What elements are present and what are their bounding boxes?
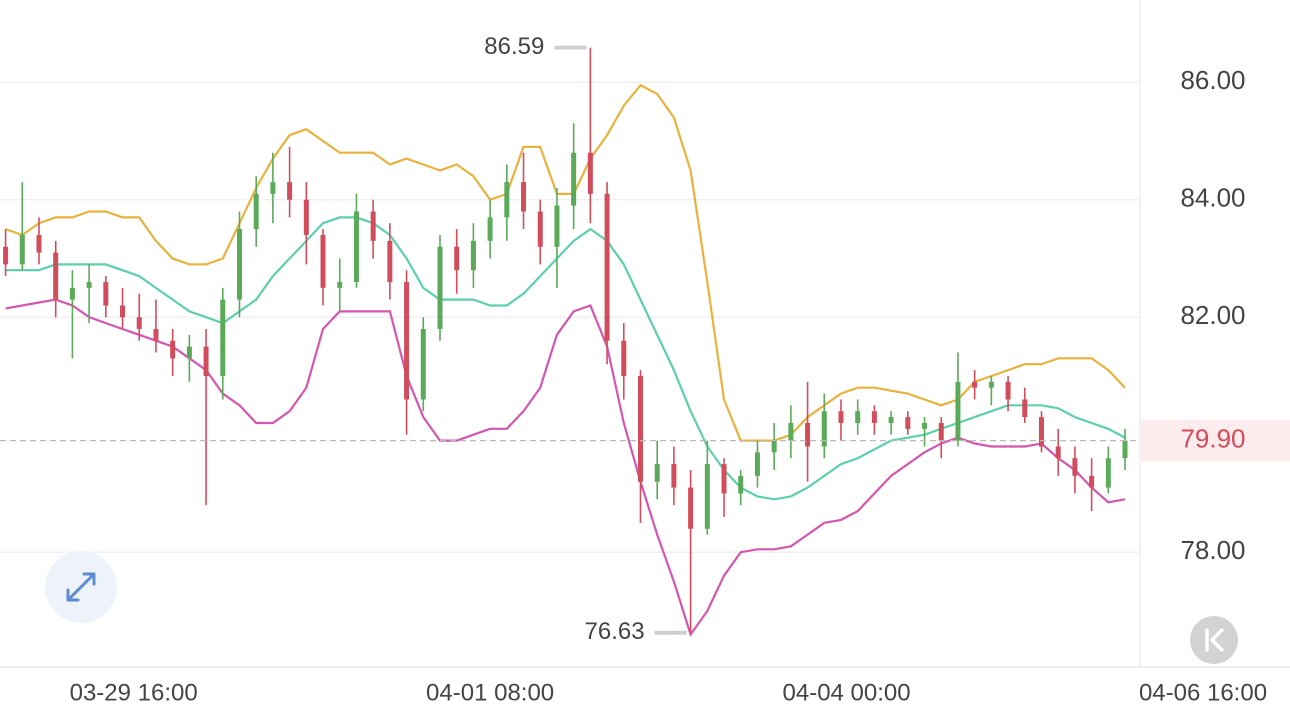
candle-body [404,281,410,400]
x-tick-label: 04-04 00:00 [783,679,911,706]
candle-body [922,422,928,429]
candle-body [86,281,92,288]
candle-body [1055,446,1061,459]
band-line [5,298,1126,637]
candle-body [303,199,309,235]
candle-body [1072,458,1078,476]
candle-body [320,234,326,288]
max-label: 86.59 [484,33,544,60]
last-price-label: 79.90 [1180,423,1245,453]
candle-body [370,211,376,241]
candle-body [470,240,476,271]
x-tick-label: 03-29 16:00 [70,679,198,706]
scroll-to-latest-button[interactable] [1190,616,1238,664]
candle-body [287,182,293,200]
candle-body [855,411,861,423]
y-tick-label: 86.00 [1180,65,1245,95]
candle-body [938,422,944,441]
min-label: 76.63 [585,618,645,645]
candle-body [537,211,543,247]
band-line [5,216,1126,501]
candle-body [838,411,844,423]
candle-body [1122,440,1128,459]
candle-body [805,422,811,447]
candle-body [754,452,760,476]
candle-body [454,246,460,271]
grid [0,81,1140,553]
candle-body [236,229,242,300]
candle-body [19,234,25,265]
scroll-icon[interactable] [1205,628,1224,652]
candle-body [1005,381,1011,400]
candle-body [437,246,443,329]
y-tick-label: 84.00 [1180,183,1245,213]
candle-body [53,252,59,300]
candle-body [103,281,109,306]
candle-body [972,381,978,388]
candle-body [955,381,961,441]
candle-body [721,464,727,494]
candle-body [671,464,677,488]
candle-body [136,317,142,329]
candle-body [1038,417,1044,447]
candle-body [420,328,426,400]
candle-body [36,234,42,253]
candle-body [771,440,777,453]
candle-body [203,346,209,376]
candle-body [170,340,176,359]
candle-body [3,246,9,265]
candle-body [387,240,393,282]
y-tick-label: 82.00 [1180,300,1245,330]
x-tick-label: 04-01 08:00 [426,679,554,706]
candle-body [253,193,259,230]
candle-body [604,193,610,341]
candle-body [120,305,126,318]
candle-body [220,299,226,376]
series [3,47,1128,637]
labels: 78.00 82.00 84.00 86.00 03-29 16:00 04-01 08:… [0,33,1290,706]
candle-body [587,152,593,194]
candle-body [1022,399,1028,418]
candle-body [637,375,643,482]
candle-body [186,346,192,359]
candle-body [504,182,510,218]
candle-body [871,411,877,423]
candle-body [654,464,660,482]
candle-body [988,381,994,388]
candle-body [688,487,694,529]
candle-body [487,217,493,241]
candle-body [337,281,343,288]
candle-body [821,411,827,447]
candle-body [704,464,710,529]
candle-body [353,211,359,282]
candle-body [521,182,527,212]
expand-button[interactable] [45,551,117,623]
expand-icon[interactable] [66,572,96,602]
candle-body [738,475,744,494]
candle-body [153,328,159,341]
candle-body [1089,475,1095,488]
candle-body [554,205,560,247]
x-tick-label: 04-06 16:00 [1139,679,1267,706]
last-price-box [1141,419,1290,462]
candle-body [69,287,75,300]
candle-body [270,182,276,194]
candle-body [905,417,911,429]
y-tick-label: 78.00 [1180,535,1245,565]
candle-body [1105,458,1111,488]
candle-body [788,422,794,441]
band-line [5,83,1126,442]
candle-body [888,417,894,423]
candle-body [571,152,577,206]
candle-body [621,340,627,376]
